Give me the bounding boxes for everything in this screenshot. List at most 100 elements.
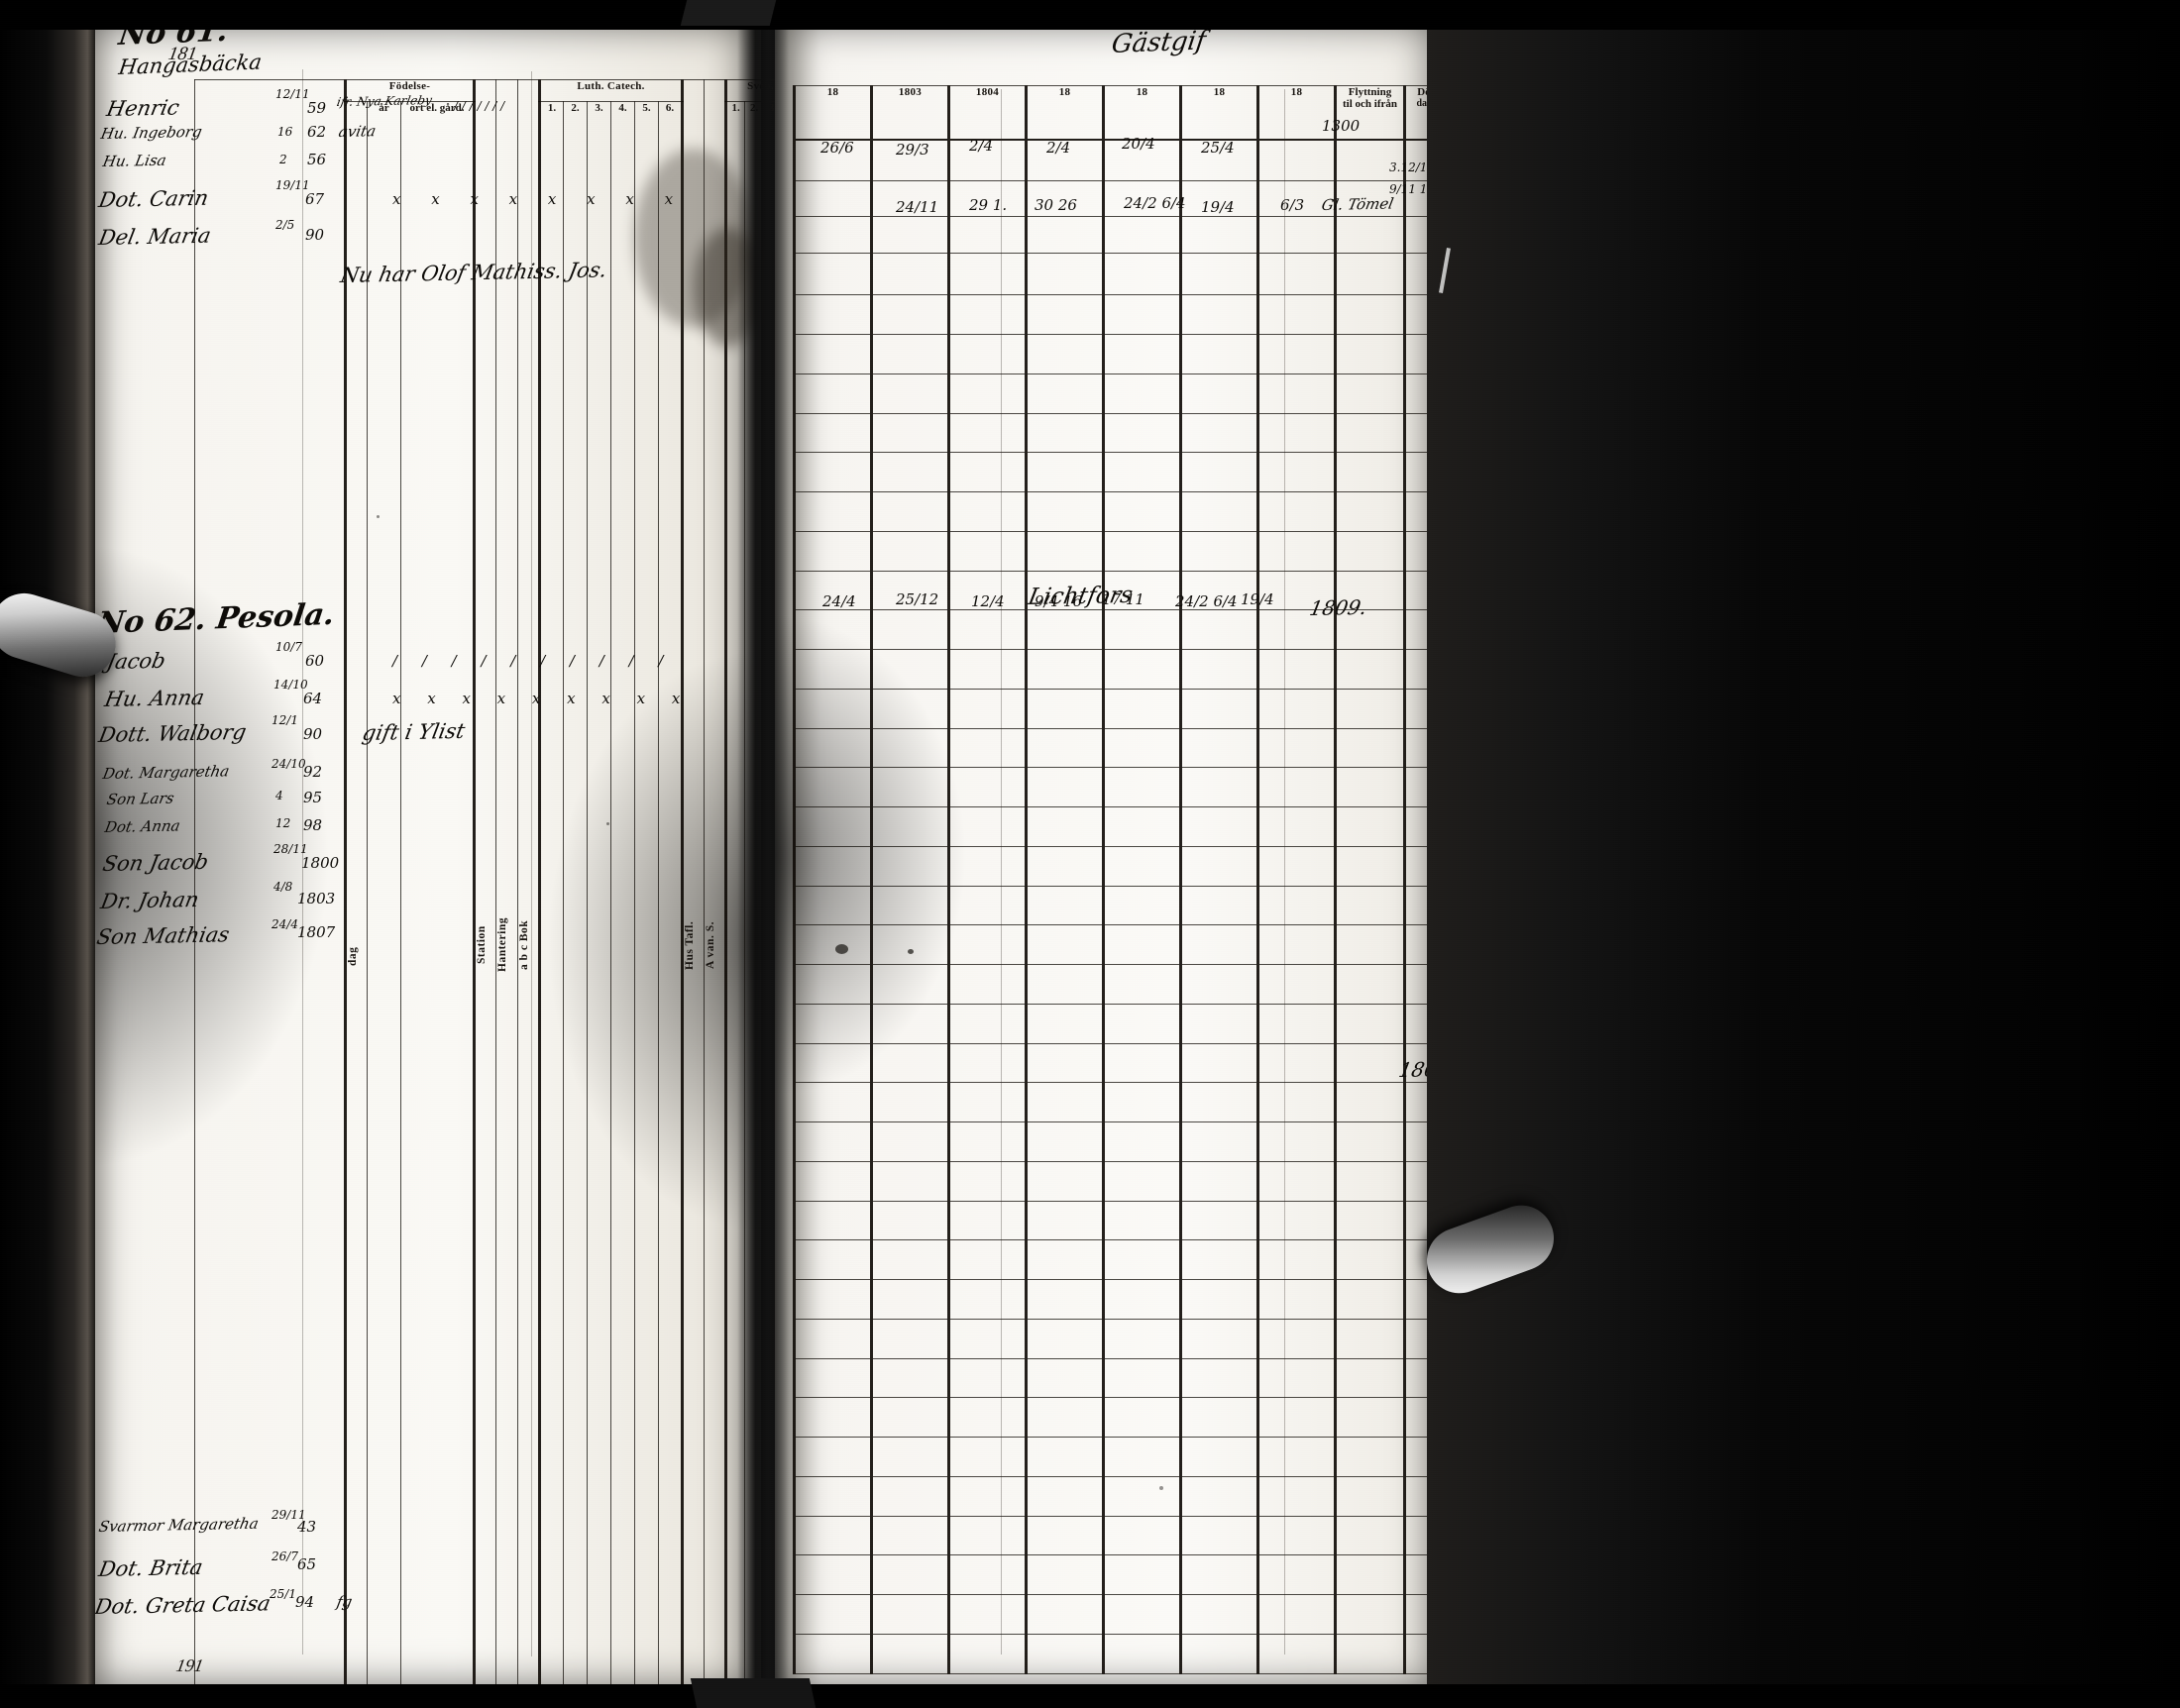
binding-shadow-top bbox=[680, 0, 777, 26]
entry-mark: 29 1. bbox=[969, 196, 1008, 214]
row-birth-day: 29/11 bbox=[272, 1508, 306, 1522]
table-row bbox=[793, 1594, 872, 1635]
row-birth-day: 12 bbox=[275, 816, 291, 830]
year-col-0: 18 bbox=[793, 84, 872, 141]
col-head-luth-catech: Luth. Catech. bbox=[539, 79, 684, 102]
row-birth-day: 10/7 bbox=[275, 640, 302, 654]
row-marks: x x x x x x x x bbox=[392, 190, 687, 208]
row-name: Dot. Brita bbox=[96, 1554, 205, 1582]
entry-mark: 24/2 6/4 bbox=[1175, 592, 1238, 610]
row-birth-day: 14/10 bbox=[273, 678, 308, 692]
right-page-heading: Gästgif bbox=[1109, 26, 1208, 60]
row-birth-day: 16 bbox=[277, 125, 293, 139]
luth-3: 3. bbox=[587, 101, 612, 1708]
col-head-birth: Födelse- bbox=[344, 79, 476, 102]
row-birth-year: 94 bbox=[295, 1593, 315, 1611]
table-row bbox=[793, 727, 872, 769]
col-head-avan-s: A van. S. bbox=[704, 79, 728, 1708]
table-row bbox=[793, 294, 872, 336]
row-birth-year: 62 bbox=[307, 123, 327, 141]
entry-mark: 25/12 bbox=[896, 590, 939, 608]
row-name: Hu. Lisa bbox=[101, 151, 168, 171]
entry-mark: 19/4 bbox=[1201, 198, 1235, 216]
year-col-5: 18 bbox=[1179, 84, 1258, 141]
row-birth-year: 95 bbox=[303, 789, 323, 806]
move-col-head: Flyttning til och ifrån bbox=[1334, 84, 1405, 141]
year-col-1: 1803 bbox=[870, 84, 949, 141]
table-row bbox=[793, 609, 872, 651]
entry-mark: 30 26 bbox=[1035, 196, 1077, 214]
table-row bbox=[793, 1042, 872, 1084]
year-col-4: 18 bbox=[1102, 84, 1181, 141]
row-birth-day: 12/1 bbox=[272, 713, 298, 727]
luth-1: 1. bbox=[539, 101, 565, 1708]
sveb-2: 2. bbox=[744, 101, 765, 1708]
row-birth-day: 26/7 bbox=[272, 1549, 298, 1563]
row-name: Henric bbox=[104, 95, 182, 122]
row-birth-year: 1803 bbox=[297, 890, 336, 907]
row-birth-day: 2/5 bbox=[275, 218, 295, 232]
entry-mark: 24/2 6/4 bbox=[1124, 194, 1186, 212]
table-row bbox=[793, 180, 872, 217]
table-row bbox=[793, 1475, 872, 1517]
col-head-birth-day: dag bbox=[345, 101, 368, 1708]
table-row bbox=[793, 1279, 872, 1320]
col-head-hus-tafl: Hus Tafl. bbox=[681, 79, 706, 1708]
table-row bbox=[793, 334, 872, 374]
row-birth-day: 4/8 bbox=[273, 880, 293, 894]
row-name: Dot. Anna bbox=[103, 816, 182, 837]
luth-4: 4. bbox=[610, 101, 636, 1708]
row-birth-year: 64 bbox=[303, 690, 323, 707]
table-row bbox=[793, 1633, 872, 1675]
table-row bbox=[793, 139, 872, 182]
table-row bbox=[793, 215, 872, 255]
row-name: Del. Maria bbox=[96, 223, 213, 251]
year-col-6: 18 bbox=[1256, 84, 1336, 141]
row-birth-place: avita bbox=[337, 122, 378, 142]
col-head-hantering: Hantering bbox=[495, 79, 519, 1708]
row-name: Son Mathias bbox=[94, 922, 232, 950]
row-birth-year: 56 bbox=[307, 151, 327, 168]
entry-mark: 29/3 bbox=[896, 141, 929, 159]
row-birth-year: 90 bbox=[303, 725, 323, 743]
row-name: Son Lars bbox=[105, 789, 176, 809]
row-birth-year: 92 bbox=[303, 763, 323, 781]
row-birth-year: 90 bbox=[305, 226, 325, 244]
col-head-birth-place: ort el. gård. bbox=[399, 101, 477, 1708]
table-row bbox=[793, 885, 872, 926]
binding-shadow-bottom bbox=[690, 1678, 817, 1708]
table-row bbox=[793, 1318, 872, 1359]
right-dark-margin bbox=[1427, 0, 2180, 1708]
row-name: Son Jacob bbox=[100, 849, 211, 877]
table-row bbox=[793, 530, 872, 572]
col-head-abc-bok: a b c Bok bbox=[517, 79, 542, 1708]
entry-mark: 17 11 bbox=[1102, 590, 1144, 608]
row-birth-day: 12/11 bbox=[275, 87, 310, 101]
row-name: Dot. Greta Caisa bbox=[92, 1591, 273, 1620]
table-row bbox=[793, 1397, 872, 1439]
table-row bbox=[793, 1239, 872, 1281]
row-birth-year: 65 bbox=[297, 1555, 317, 1573]
row-birth-day: 19/11 bbox=[275, 178, 310, 192]
entry-mark: 24/11 bbox=[896, 198, 939, 216]
table-row bbox=[793, 491, 872, 532]
row-birth-year: 98 bbox=[303, 816, 323, 834]
table-row bbox=[793, 964, 872, 1005]
col-head-name bbox=[194, 79, 347, 1708]
table-row bbox=[793, 845, 872, 887]
table-row bbox=[793, 1121, 872, 1162]
entry-mark: 12/4 bbox=[971, 592, 1005, 610]
row-birth-place: ifr. Nya Karleby bbox=[335, 92, 434, 110]
row-birth-year: 1807 bbox=[297, 923, 336, 941]
luth-5: 5. bbox=[634, 101, 660, 1708]
top-dark-margin bbox=[0, 0, 2180, 30]
table-row bbox=[793, 253, 872, 296]
entry-mark: 26/6 bbox=[820, 139, 854, 157]
year-col-2: 1804 bbox=[947, 84, 1027, 141]
entry-mark: 2/4 bbox=[969, 137, 994, 155]
year-col-3: 18 bbox=[1025, 84, 1104, 141]
left-dark-margin bbox=[0, 0, 95, 1708]
entry-mark: 6/3 bbox=[1280, 196, 1305, 214]
row-birth-year: 43 bbox=[297, 1518, 317, 1536]
entry-mark: 19/4 bbox=[1241, 590, 1274, 608]
